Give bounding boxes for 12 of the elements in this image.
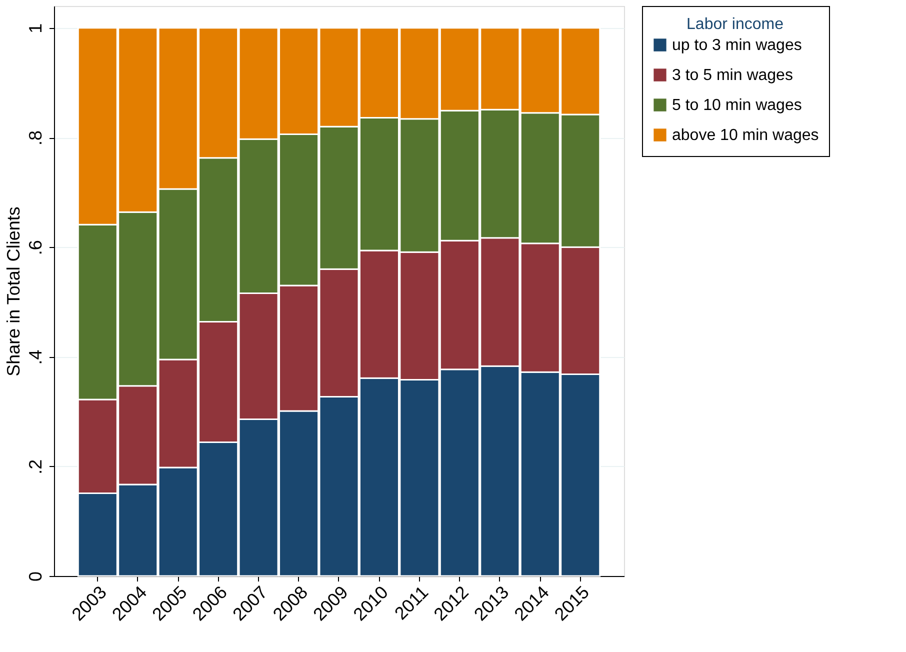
legend-label: 3 to 5 min wages: [672, 67, 793, 84]
legend-label: 5 to 10 min wages: [672, 97, 802, 114]
y-tick-label: .2: [26, 459, 46, 474]
y-tick-label: .4: [26, 350, 46, 365]
legend-label: up to 3 min wages: [672, 37, 802, 54]
legend-label: above 10 min wages: [672, 127, 819, 144]
y-tick-label: 1: [26, 23, 46, 34]
y-tick-label: 0: [26, 571, 46, 582]
legend-title: Labor income: [686, 16, 784, 33]
y-tick-label: .8: [26, 130, 46, 146]
y-axis-title: Share in Total Clients: [4, 206, 24, 376]
y-tick-label: .6: [26, 240, 46, 256]
